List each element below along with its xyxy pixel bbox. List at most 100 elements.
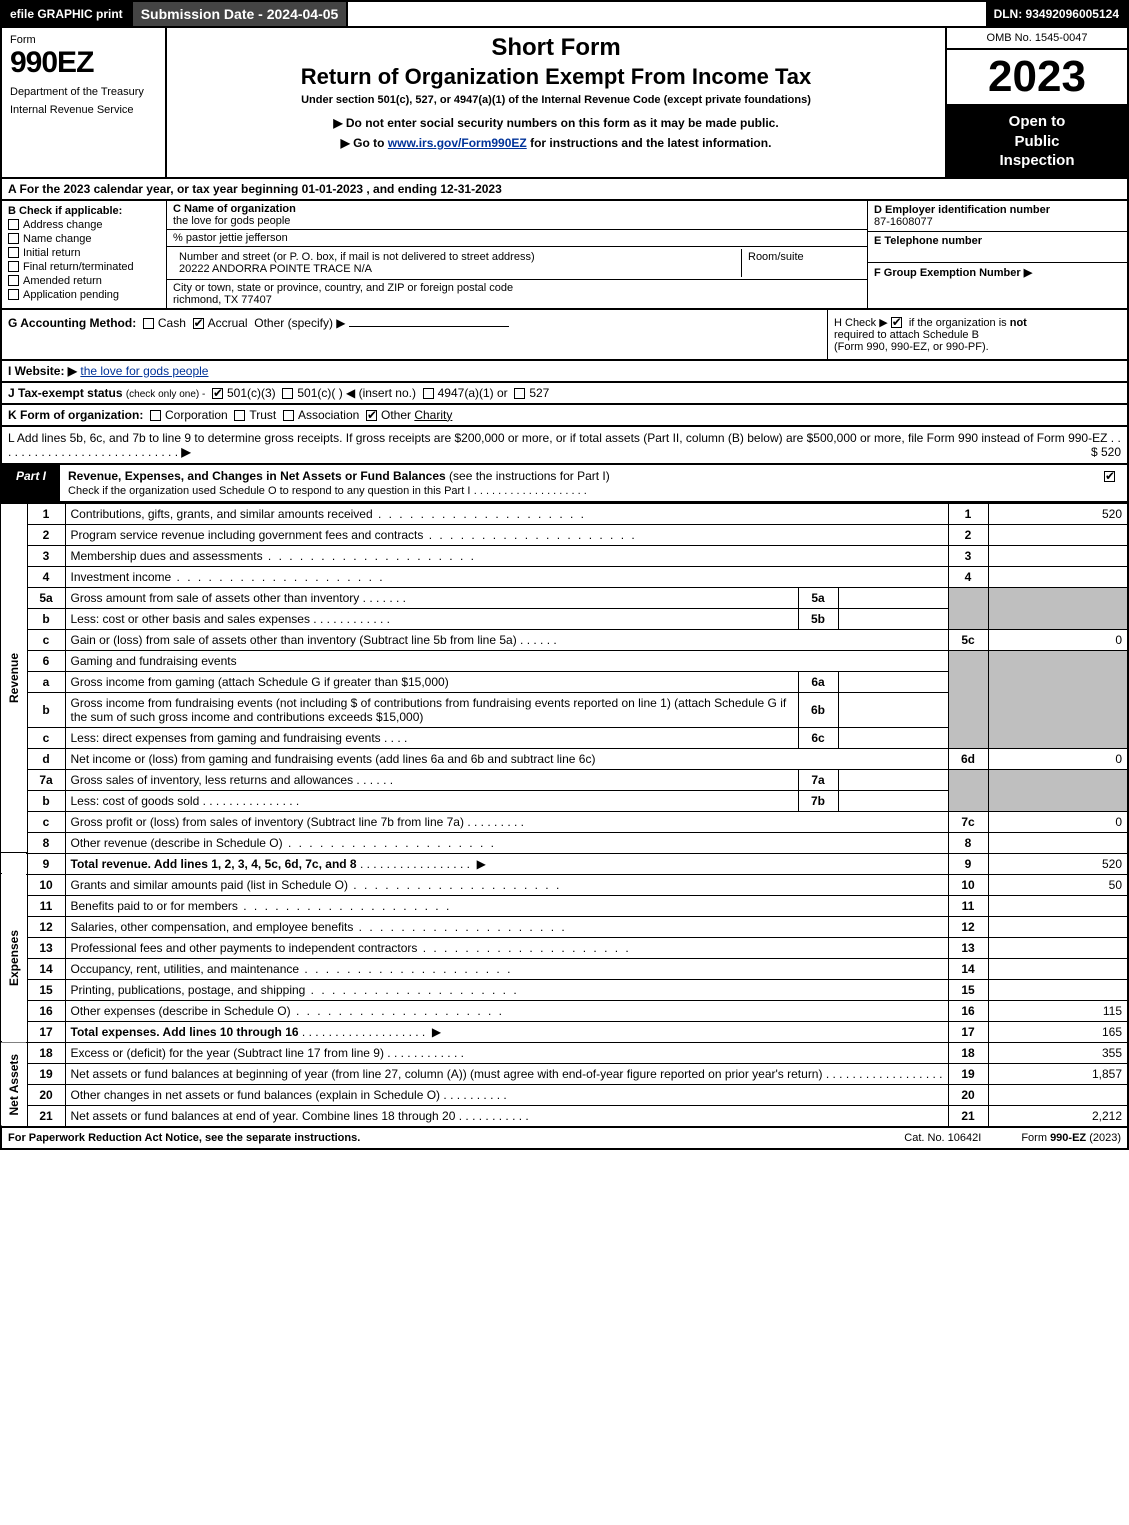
- footer-cat-no: Cat. No. 10642I: [904, 1132, 981, 1144]
- part-i-sub: Check if the organization used Schedule …: [68, 485, 470, 497]
- l21-num: 21: [27, 1105, 65, 1127]
- l20-rnum: 20: [948, 1084, 988, 1105]
- goto-note: ▶ Go to www.irs.gov/Form990EZ for instru…: [177, 136, 935, 150]
- j-501c3-checkbox[interactable]: [212, 388, 223, 399]
- l-amount: $ 520: [1091, 445, 1121, 459]
- form-number: 990EZ: [10, 46, 157, 80]
- i-website-link[interactable]: the love for gods people: [80, 364, 208, 378]
- c-address-row: Number and street (or P. O. box, if mail…: [167, 247, 867, 280]
- l5a-mini-val[interactable]: [838, 587, 948, 608]
- f-group-exemption: F Group Exemption Number ▶: [868, 263, 1127, 282]
- j-527-checkbox[interactable]: [514, 388, 525, 399]
- l6a-mini-val[interactable]: [838, 671, 948, 692]
- part-i-table: Revenue 1 Contributions, gifts, grants, …: [0, 503, 1129, 1128]
- l12-num: 12: [27, 916, 65, 937]
- l6c-mini-lbl: 6c: [798, 727, 838, 748]
- b-opt-name-change[interactable]: Name change: [8, 233, 160, 245]
- l17-rnum: 17: [948, 1021, 988, 1042]
- j-note: (check only one) -: [126, 389, 205, 400]
- return-title: Return of Organization Exempt From Incom…: [177, 64, 935, 90]
- g-accrual-checkbox[interactable]: [193, 318, 204, 329]
- l-text: L Add lines 5b, 6c, and 7b to line 9 to …: [8, 431, 1107, 445]
- l1-num: 1: [27, 503, 65, 524]
- l7b-mini-lbl: 7b: [798, 790, 838, 811]
- h-pre: H Check ▶: [834, 317, 891, 329]
- l7b-desc: Less: cost of goods sold . . . . . . . .…: [65, 790, 798, 811]
- l14-num: 14: [27, 958, 65, 979]
- l7ab-shade-val: [988, 769, 1128, 811]
- footer-right-pre: Form: [1021, 1132, 1050, 1144]
- part-i-title-text: Revenue, Expenses, and Changes in Net As…: [68, 469, 446, 483]
- l6c-mini-val[interactable]: [838, 727, 948, 748]
- l6d-rnum: 6d: [948, 748, 988, 769]
- dln-label: DLN: 93492096005124: [986, 2, 1127, 26]
- b-opt-address-change[interactable]: Address change: [8, 219, 160, 231]
- l7c-desc: Gross profit or (loss) from sales of inv…: [65, 811, 948, 832]
- ssn-warning: ▶ Do not enter social security numbers o…: [177, 116, 935, 130]
- j-label: J Tax-exempt status: [8, 386, 123, 400]
- j-4947-checkbox[interactable]: [423, 388, 434, 399]
- k-o2: Trust: [249, 408, 276, 422]
- d-value: 87-1608077: [874, 216, 933, 228]
- l3-num: 3: [27, 545, 65, 566]
- c-addr-label: Number and street (or P. O. box, if mail…: [179, 251, 535, 263]
- irs-label: Internal Revenue Service: [10, 104, 157, 116]
- h-checkbox[interactable]: [891, 317, 902, 328]
- l6-num: 6: [27, 650, 65, 671]
- footer-left: For Paperwork Reduction Act Notice, see …: [8, 1132, 360, 1144]
- part-i-checkbox[interactable]: [1104, 471, 1115, 482]
- l4-rnum: 4: [948, 566, 988, 587]
- k-corporation-checkbox[interactable]: [150, 410, 161, 421]
- irs-link[interactable]: www.irs.gov/Form990EZ: [388, 136, 527, 150]
- header-center: Short Form Return of Organization Exempt…: [167, 28, 947, 177]
- l10-val: 50: [988, 874, 1128, 895]
- k-other-checkbox[interactable]: [366, 410, 377, 421]
- l16-val: 115: [988, 1000, 1128, 1021]
- k-o1: Corporation: [165, 408, 228, 422]
- short-form-title: Short Form: [177, 34, 935, 62]
- l6-shade: [948, 650, 988, 748]
- b-opt-final-return[interactable]: Final return/terminated: [8, 261, 160, 273]
- j-o2: 501(c)( ) ◀ (insert no.): [297, 386, 416, 400]
- l5a-desc: Gross amount from sale of assets other t…: [65, 587, 798, 608]
- j-o1: 501(c)(3): [227, 386, 276, 400]
- row-k-form-of-org: K Form of organization: Corporation Trus…: [0, 405, 1129, 427]
- l6d-desc: Net income or (loss) from gaming and fun…: [65, 748, 948, 769]
- b-opt-application-pending[interactable]: Application pending: [8, 289, 160, 301]
- omb-number: OMB No. 1545-0047: [947, 28, 1127, 50]
- row-i-website: I Website: ▶ the love for gods people: [0, 361, 1129, 383]
- b-opt-initial-return[interactable]: Initial return: [8, 247, 160, 259]
- open-l2: Public: [1014, 133, 1059, 150]
- l17-desc: Total expenses. Add lines 10 through 16 …: [65, 1021, 948, 1042]
- l5c-val: 0: [988, 629, 1128, 650]
- l18-desc: Excess or (deficit) for the year (Subtra…: [65, 1042, 948, 1063]
- l6b-mini-val[interactable]: [838, 692, 948, 727]
- row-g-h: G Accounting Method: Cash Accrual Other …: [0, 310, 1129, 361]
- l20-desc: Other changes in net assets or fund bala…: [65, 1084, 948, 1105]
- l5ab-shade-val: [988, 587, 1128, 629]
- l8-val: [988, 832, 1128, 853]
- k-association-checkbox[interactable]: [283, 410, 294, 421]
- l5b-mini-val[interactable]: [838, 608, 948, 629]
- revenue-side-label: Revenue: [1, 503, 27, 853]
- b-opt-amended-return[interactable]: Amended return: [8, 275, 160, 287]
- l18-num: 18: [27, 1042, 65, 1063]
- footer-right: Form 990-EZ (2023): [1021, 1132, 1121, 1144]
- l6b-mini-lbl: 6b: [798, 692, 838, 727]
- efile-print-label[interactable]: efile GRAPHIC print: [2, 2, 133, 26]
- l13-rnum: 13: [948, 937, 988, 958]
- l11-rnum: 11: [948, 895, 988, 916]
- l7a-mini-val[interactable]: [838, 769, 948, 790]
- g-cash-checkbox[interactable]: [143, 318, 154, 329]
- form-label: Form: [10, 34, 157, 46]
- g-other-input[interactable]: [349, 326, 509, 327]
- l2-num: 2: [27, 524, 65, 545]
- j-501c-checkbox[interactable]: [282, 388, 293, 399]
- l6d-val: 0: [988, 748, 1128, 769]
- k-trust-checkbox[interactable]: [234, 410, 245, 421]
- col-b-check-applicable: B Check if applicable: Address change Na…: [2, 201, 167, 308]
- l9-rnum: 9: [948, 853, 988, 874]
- l1-desc: Contributions, gifts, grants, and simila…: [65, 503, 948, 524]
- l7b-mini-val[interactable]: [838, 790, 948, 811]
- top-bar: efile GRAPHIC print Submission Date - 20…: [0, 0, 1129, 28]
